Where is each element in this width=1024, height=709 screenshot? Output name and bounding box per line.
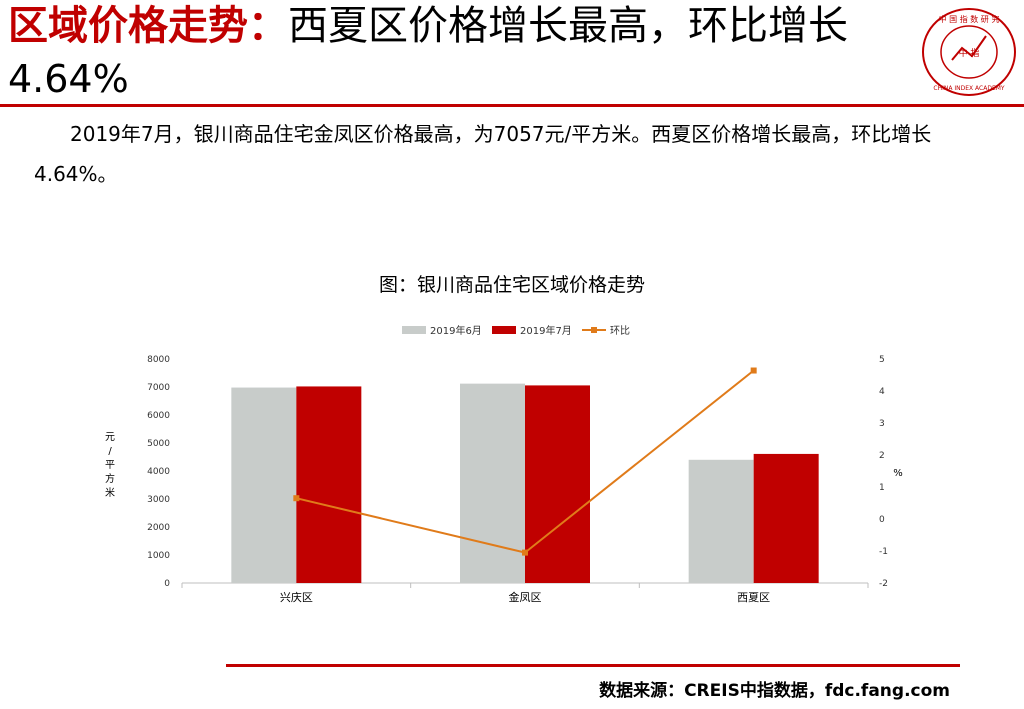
y-right-tick-label: 3	[879, 419, 885, 429]
legend-swatch	[402, 326, 426, 334]
chart-title: 图：银川商品住宅区域价格走势	[378, 274, 645, 296]
price-trend-chart: 0 1000 2000 3000 4000 5000 6000 7000 8000 -2 -1 0 1 2…	[105, 324, 903, 604]
y-left-tick-label: 4000	[147, 467, 170, 477]
y-left-label-char: 元	[105, 432, 115, 443]
title-highlight: 区域价格走势：	[8, 3, 288, 49]
mom-change-point	[750, 367, 757, 374]
legend-swatch	[492, 326, 516, 334]
y-left-tick-label: 8000	[147, 355, 170, 365]
mom-change-point	[522, 549, 528, 556]
y-right-label: %	[893, 468, 903, 479]
y-left-tick-label: 7000	[147, 383, 170, 393]
china-index-academy-logo-icon: 中 国 指 数 研 究 中 指 CHINA INDEX ACADEMY	[922, 8, 1016, 96]
x-category-label: 西夏区	[737, 591, 770, 604]
y-right-tick-label: 2	[879, 451, 885, 461]
svg-text:中 国 指 数 研 究: 中 国 指 数 研 究	[939, 14, 1000, 24]
title-value: 4.64%	[8, 57, 129, 101]
y-left-tick-label: 6000	[147, 411, 170, 421]
bar-june	[231, 387, 297, 583]
legend-label: 环比	[610, 325, 630, 337]
page-title: 区域价格走势：西夏区价格增长最高，环比增长	[8, 2, 908, 50]
footer-divider	[226, 664, 960, 667]
summary-paragraph: 2019年7月，银川商品住宅金凤区价格最高，为7057元/平方米。西夏区价格增长…	[34, 122, 932, 186]
y-right-tick-label: 0	[879, 515, 885, 525]
y-right-tick-label: 5	[879, 355, 885, 365]
legend-label: 2019年7月	[520, 324, 572, 337]
legend-marker	[591, 327, 597, 333]
y-left-tick-label: 1000	[147, 551, 170, 561]
y-left-tick-label: 0	[164, 579, 170, 589]
data-source: 数据来源：CREIS中指数据，fdc.fang.com	[599, 681, 950, 701]
header-divider	[0, 104, 1024, 107]
mom-change-point	[293, 495, 300, 502]
y-left-label-char: 方	[105, 472, 115, 485]
y-left-tick-label: 2000	[147, 523, 170, 533]
y-right-tick-label: 1	[879, 483, 885, 493]
y-left-label-char: 米	[105, 486, 115, 499]
svg-text:CHINA INDEX ACADEMY: CHINA INDEX ACADEMY	[933, 85, 1005, 92]
svg-text:中 指: 中 指	[959, 47, 980, 59]
bar-july	[525, 385, 590, 583]
bar-june	[460, 383, 525, 583]
y-left-tick-label: 3000	[147, 495, 170, 505]
title-main: 西夏区价格增长最高，环比增长	[288, 3, 848, 49]
x-category-label: 兴庆区	[280, 590, 313, 604]
y-left-label-char: /	[108, 446, 112, 457]
y-right-tick-label: 4	[879, 387, 885, 397]
bar-july	[753, 453, 819, 583]
y-left-label-char: 平	[105, 460, 115, 471]
y-right-tick-label: -1	[879, 547, 888, 557]
legend-label: 2019年6月	[430, 324, 482, 337]
y-left-tick-label: 5000	[147, 439, 170, 449]
bar-june	[688, 459, 754, 583]
x-category-label: 金凤区	[509, 590, 542, 604]
bar-july	[296, 386, 362, 583]
y-right-tick-label: -2	[879, 579, 888, 589]
